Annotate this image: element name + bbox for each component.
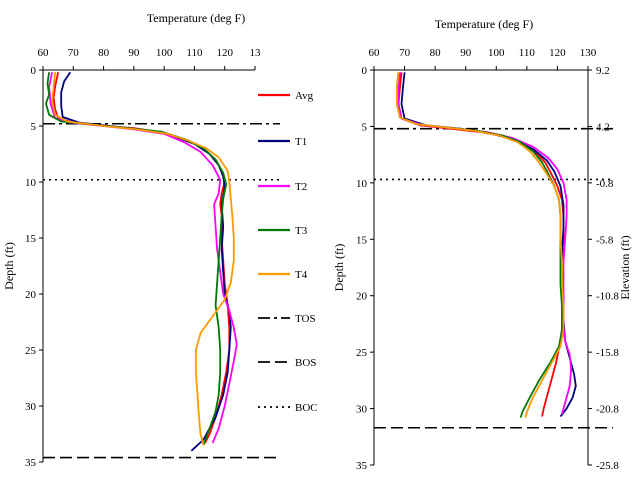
y-tick-label: 30 bbox=[356, 404, 368, 416]
x-tick-label: 60 bbox=[38, 47, 50, 59]
x-tick-label: 100 bbox=[156, 47, 173, 59]
x-tick-label: 130 bbox=[580, 47, 597, 59]
y-tick-label: 35 bbox=[356, 460, 368, 472]
y2-axis-label: Elevation (ft) bbox=[618, 235, 632, 299]
y-tick-label: 5 bbox=[362, 121, 368, 133]
series-line-t1 bbox=[60, 71, 232, 452]
chart-1-legend: Avg T1 T2 T3 T4 TOS BOS BOC bbox=[258, 90, 318, 414]
y-tick-label: 5 bbox=[31, 121, 37, 133]
y2-tick-label: 4.2 bbox=[596, 121, 610, 133]
x-tick-label: 90 bbox=[128, 47, 140, 59]
y-tick-label: 20 bbox=[25, 289, 37, 301]
legend-label-t1: T1 bbox=[295, 136, 307, 148]
x-tick-label: 110 bbox=[186, 47, 203, 59]
legend-label-t2: T2 bbox=[295, 181, 307, 193]
y2-tick-label: -5.8 bbox=[596, 234, 614, 246]
x-tick-label: 70 bbox=[68, 47, 80, 59]
series-line-t2 bbox=[397, 72, 573, 415]
y-axis-label: Depth (ft) bbox=[332, 244, 346, 292]
x-tick-label: 70 bbox=[399, 47, 411, 59]
legend-label-t4: T4 bbox=[295, 269, 308, 281]
x-tick-label: 120 bbox=[216, 47, 233, 59]
y-axis-label: Depth (ft) bbox=[2, 242, 16, 290]
x-tick-label: 110 bbox=[519, 47, 536, 59]
y2-tick-label: -15.8 bbox=[596, 347, 619, 359]
x-tick-label: 60 bbox=[369, 47, 381, 59]
x-tick-label: 13 bbox=[250, 47, 262, 59]
x-tick-label: 100 bbox=[488, 47, 505, 59]
series-line-t4 bbox=[396, 72, 565, 418]
y2-tick-label: -20.8 bbox=[596, 404, 619, 416]
x-tick-label: 90 bbox=[460, 47, 472, 59]
x-tick-label: 120 bbox=[549, 47, 566, 59]
y-tick-label: 20 bbox=[356, 291, 368, 303]
y-tick-label: 30 bbox=[25, 401, 37, 413]
chart-title: Temperature (deg F) bbox=[435, 17, 533, 31]
y2-tick-label: 9.2 bbox=[596, 65, 610, 77]
chart-2: Temperature (deg F) 60 70 80 90 100 110 120 130 0… bbox=[332, 17, 632, 472]
x-tick-label: 80 bbox=[430, 47, 442, 59]
chart-title: Temperature (deg F) bbox=[147, 11, 245, 25]
legend-label-bos: BOS bbox=[295, 357, 316, 369]
series-line-t4 bbox=[51, 72, 235, 446]
y-tick-label: 0 bbox=[362, 65, 368, 77]
x-tick-label: 80 bbox=[98, 47, 110, 59]
y-tick-label: 10 bbox=[356, 178, 368, 190]
y-tick-label: 15 bbox=[356, 234, 368, 246]
y-tick-label: 15 bbox=[25, 233, 37, 245]
legend-label-t3: T3 bbox=[295, 225, 308, 237]
y-tick-label: 0 bbox=[31, 65, 37, 77]
y-tick-label: 25 bbox=[356, 347, 368, 359]
y-tick-label: 25 bbox=[25, 345, 37, 357]
chart-1: Temperature (deg F)60 70 80 90 100 110 120 1305… bbox=[2, 11, 280, 469]
y-tick-label: 10 bbox=[25, 177, 37, 189]
series-line-t2 bbox=[48, 72, 238, 444]
y2-tick-label: -0.8 bbox=[596, 178, 614, 190]
series-line-avg bbox=[52, 72, 231, 444]
y2-tick-label: -10.8 bbox=[596, 291, 619, 303]
y2-tick-label: -25.8 bbox=[596, 460, 619, 472]
legend-label-tos: TOS bbox=[295, 313, 316, 325]
y-tick-label: 35 bbox=[25, 457, 37, 469]
series-line-t3 bbox=[45, 72, 228, 446]
legend-label-avg: Avg bbox=[295, 90, 314, 102]
legend-label-boc: BOC bbox=[295, 402, 318, 414]
